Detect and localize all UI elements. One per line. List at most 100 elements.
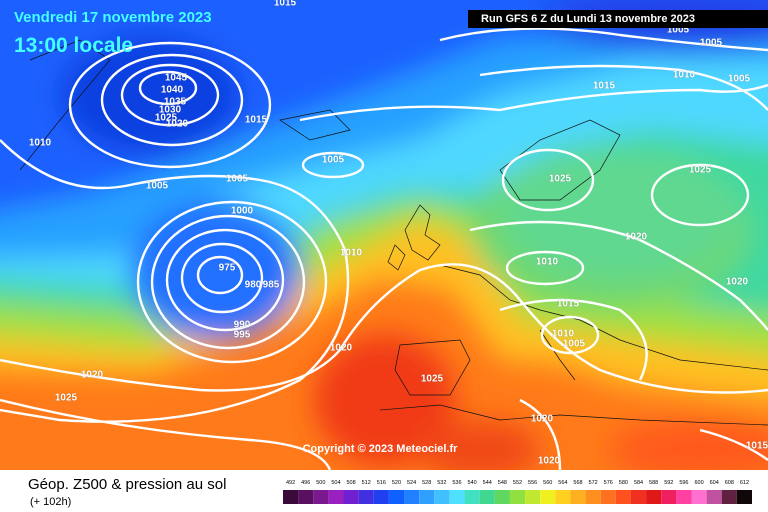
legend-swatch bbox=[449, 490, 465, 504]
legend-label: 492 bbox=[286, 480, 295, 486]
legend-swatch bbox=[464, 490, 480, 504]
isobar-label: 1015 bbox=[274, 0, 297, 9]
legend-label: 560 bbox=[543, 480, 552, 486]
forecast-time: 13:00 locale bbox=[14, 34, 133, 57]
legend-swatch bbox=[630, 490, 647, 504]
legend-swatch bbox=[509, 490, 526, 504]
legend-label: 532 bbox=[437, 480, 446, 486]
isobar-label: 1010 bbox=[536, 257, 559, 268]
forecast-date: Vendredi 17 novembre 2023 bbox=[14, 9, 212, 26]
legend-swatch bbox=[373, 490, 389, 504]
legend-swatch bbox=[404, 490, 420, 504]
legend-swatch bbox=[343, 490, 359, 504]
legend-label: 600 bbox=[694, 480, 703, 486]
legend-swatch bbox=[585, 490, 601, 504]
isobars bbox=[0, 27, 768, 470]
isobar-label: 1020 bbox=[81, 370, 104, 381]
legend-swatch bbox=[676, 490, 692, 504]
isobar-label: 995 bbox=[234, 330, 251, 341]
legend-label: 516 bbox=[377, 480, 386, 486]
legend-swatch bbox=[540, 490, 556, 504]
legend-swatch bbox=[661, 490, 677, 504]
isobar-label: 1025 bbox=[549, 174, 572, 185]
legend-label: 556 bbox=[528, 480, 537, 486]
isobar-label: 1000 bbox=[231, 206, 254, 217]
legend-label: 588 bbox=[649, 480, 658, 486]
footer-lead: (+ 102h) bbox=[30, 496, 71, 508]
isobar-label: 1015 bbox=[557, 299, 580, 310]
legend-label: 608 bbox=[725, 480, 734, 486]
legend-swatch bbox=[388, 490, 405, 504]
legend-swatch bbox=[283, 490, 299, 504]
isobar-label: 1035 bbox=[164, 97, 187, 108]
legend-swatch bbox=[434, 490, 450, 504]
legend-label: 520 bbox=[392, 480, 401, 486]
legend-swatch bbox=[419, 490, 435, 504]
legend-swatch bbox=[706, 490, 722, 504]
isobar-label: 1020 bbox=[330, 343, 353, 354]
isobar-label: 1005 bbox=[322, 155, 345, 166]
legend-swatch bbox=[721, 490, 737, 504]
isobar-label: 1010 bbox=[29, 138, 52, 149]
isobar-label: 1025 bbox=[689, 165, 712, 176]
legend-swatch bbox=[298, 490, 314, 504]
legend-swatch bbox=[525, 490, 541, 504]
legend-swatch bbox=[358, 490, 374, 504]
run-banner bbox=[468, 10, 768, 28]
isobar-label: 1005 bbox=[226, 174, 249, 185]
isobar-label: 1010 bbox=[552, 329, 575, 340]
legend-label: 500 bbox=[316, 480, 325, 486]
isobar-label: 1045 bbox=[165, 73, 188, 84]
legend-label: 568 bbox=[573, 480, 582, 486]
isobar-label: 1005 bbox=[146, 181, 169, 192]
legend-swatch bbox=[494, 490, 510, 504]
legend-label: 584 bbox=[634, 480, 643, 486]
run-info: Run GFS 6 Z du Lundi 13 novembre 2023 bbox=[481, 13, 695, 25]
isobar-label: 1005 bbox=[700, 38, 723, 49]
legend-swatch bbox=[646, 490, 662, 504]
legend-swatch bbox=[479, 490, 495, 504]
isobar-label: 1015 bbox=[245, 115, 268, 126]
legend-swatch bbox=[555, 490, 571, 504]
legend-label: 496 bbox=[301, 480, 310, 486]
legend-label: 544 bbox=[483, 480, 492, 486]
legend-swatch bbox=[691, 490, 707, 504]
isobar-label: 980 bbox=[245, 280, 262, 291]
legend-label: 548 bbox=[498, 480, 507, 486]
isobar-label: 1025 bbox=[155, 113, 178, 124]
legend-swatch bbox=[313, 490, 329, 504]
legend-label: 536 bbox=[452, 480, 461, 486]
legend-label: 508 bbox=[346, 480, 355, 486]
isobar-label: 1025 bbox=[55, 393, 78, 404]
isobar-label: 1010 bbox=[340, 248, 363, 259]
isobar-label: 975 bbox=[219, 263, 236, 274]
isobar-label: 1025 bbox=[421, 374, 444, 385]
legend: 492 496 500 504 508 512 516 520 524 528 532 536 540 5… bbox=[283, 480, 752, 504]
legend-label: 592 bbox=[664, 480, 673, 486]
legend-label: 540 bbox=[468, 480, 477, 486]
footer-title: Géop. Z500 & pression au sol bbox=[28, 476, 226, 493]
legend-label: 564 bbox=[558, 480, 567, 486]
legend-label: 596 bbox=[679, 480, 688, 486]
legend-label: 612 bbox=[740, 480, 749, 486]
legend-label: 512 bbox=[362, 480, 371, 486]
legend-label: 572 bbox=[589, 480, 598, 486]
isobar-label: 1040 bbox=[161, 85, 184, 96]
legend-swatch bbox=[736, 490, 752, 504]
legend-label: 576 bbox=[604, 480, 613, 486]
legend-label: 528 bbox=[422, 480, 431, 486]
legend-swatch bbox=[570, 490, 586, 504]
legend-label: 524 bbox=[407, 480, 416, 486]
isobar-label: 1020 bbox=[625, 232, 648, 243]
isobar-label: 1020 bbox=[531, 414, 554, 425]
isobar-label: 1020 bbox=[726, 277, 749, 288]
isobar-label: 985 bbox=[263, 280, 280, 291]
legend-label: 552 bbox=[513, 480, 522, 486]
isobar-label: 1010 bbox=[673, 70, 696, 81]
legend-label: 580 bbox=[619, 480, 628, 486]
isobar-label: 1005 bbox=[563, 339, 586, 350]
isobar-label: 990 bbox=[234, 320, 251, 331]
legend-swatch bbox=[615, 490, 631, 504]
